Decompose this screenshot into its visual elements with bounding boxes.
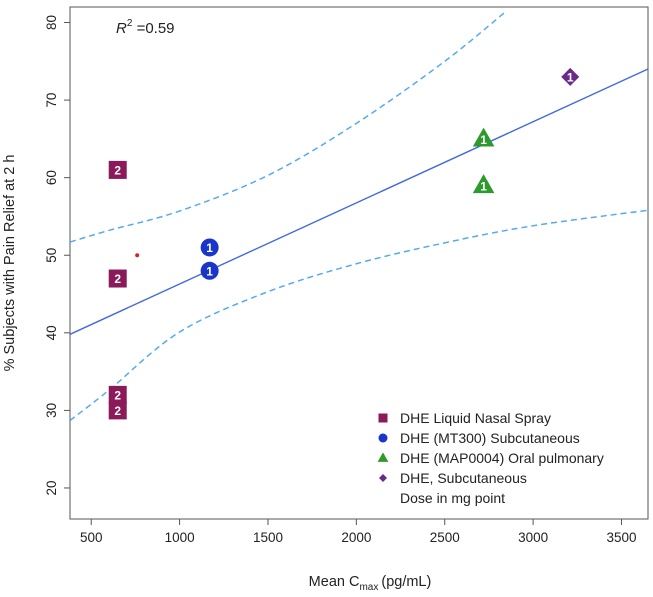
- r-squared-label: R2 =0.59: [116, 18, 175, 37]
- y-tick-label: 20: [44, 480, 59, 495]
- x-tick-label: 3000: [518, 530, 548, 545]
- regression-line: [70, 68, 648, 335]
- data-point: [472, 174, 495, 194]
- data-point: [472, 127, 495, 147]
- dose-label: 1: [206, 241, 213, 255]
- legend-marker: [378, 433, 388, 443]
- x-tick-label: 2000: [341, 530, 371, 545]
- data-point: [200, 261, 219, 280]
- x-axis-title: Mean Cmax (pg/mL): [309, 574, 432, 593]
- dose-label: 2: [114, 388, 121, 402]
- x-tick-label: 1500: [253, 530, 283, 545]
- dose-label: 2: [114, 163, 121, 177]
- dose-label: 1: [480, 179, 487, 193]
- legend-entry-label: DHE (MT300) Subcutaneous: [400, 430, 580, 446]
- legend-marker: [378, 413, 388, 423]
- legend-marker: [379, 474, 387, 482]
- data-point: [108, 401, 127, 420]
- data-point: [561, 67, 580, 86]
- confidence-band-lower: [70, 209, 648, 422]
- x-tick-label: 500: [80, 530, 103, 545]
- data-point: [200, 238, 219, 257]
- plot-frame: [69, 6, 649, 520]
- dose-label: 1: [567, 70, 574, 84]
- extra-point: [135, 253, 140, 258]
- data-point: [108, 269, 127, 288]
- dose-label: 2: [114, 404, 121, 418]
- confidence-band-upper: [70, 10, 508, 243]
- legend-entry-label: DHE, Subcutaneous: [400, 470, 527, 486]
- y-tick-label: 60: [44, 170, 59, 185]
- legend-note: Dose in mg point: [400, 490, 505, 506]
- dose-label: 1: [480, 133, 487, 147]
- legend-entry-label: DHE Liquid Nasal Spray: [400, 410, 551, 426]
- legend-marker: [377, 452, 389, 462]
- x-tick-label: 3500: [606, 530, 636, 545]
- y-tick-label: 70: [44, 93, 59, 108]
- y-tick-label: 30: [44, 403, 59, 418]
- dose-label: 2: [114, 272, 121, 286]
- y-tick-label: 50: [44, 248, 59, 263]
- dose-label: 1: [206, 264, 213, 278]
- x-tick-label: 1000: [165, 530, 195, 545]
- data-point: [108, 160, 127, 179]
- data-point: [108, 385, 127, 404]
- x-tick-label: 2500: [430, 530, 460, 545]
- y-tick-label: 80: [44, 15, 59, 30]
- y-axis-title: % Subjects with Pain Relief at 2 h: [2, 155, 18, 372]
- y-tick-label: 40: [44, 325, 59, 340]
- legend: DHE Liquid Nasal Spray DHE (MT300) Subcut…: [377, 410, 604, 506]
- legend-entry-label: DHE (MAP0004) Oral pulmonary: [400, 450, 604, 466]
